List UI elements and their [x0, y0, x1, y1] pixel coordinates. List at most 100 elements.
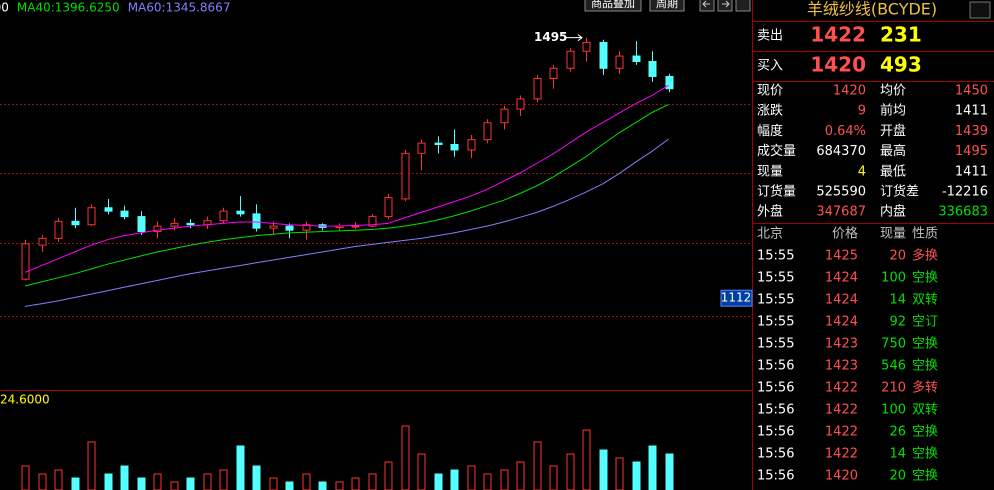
- stat-value: 684370: [816, 144, 866, 159]
- stat-value: 525590: [816, 185, 866, 200]
- trade-type: 空换: [912, 359, 938, 374]
- overlay-button[interactable]: [584, 0, 642, 12]
- volume-bar: [203, 473, 212, 490]
- volume-bar: [54, 469, 63, 490]
- sell-volume: 231: [880, 23, 922, 47]
- period-button[interactable]: [649, 0, 685, 12]
- trade-volume: 14: [889, 293, 906, 308]
- volume-bar: [615, 457, 624, 490]
- trade-type: 空换: [912, 447, 938, 462]
- trade-price: 1422: [825, 425, 858, 440]
- candle-body: [599, 41, 608, 69]
- prev-icon: [702, 0, 710, 8]
- trade-time: 15:55: [757, 293, 794, 308]
- stat-value: 4: [858, 164, 866, 179]
- stat-label: 现量: [757, 164, 783, 179]
- volume-bar: [401, 425, 410, 490]
- candle-body: [665, 75, 674, 90]
- stat-value: 1439: [955, 124, 988, 139]
- menu-button[interactable]: [735, 0, 751, 12]
- buy-label: 买入: [757, 59, 783, 74]
- trade-type: 空换: [912, 337, 938, 352]
- sell-price: 1422: [810, 23, 866, 47]
- candle-body: [54, 220, 63, 239]
- volume-bar: [137, 477, 146, 490]
- trade-volume: 92: [889, 315, 906, 330]
- trade-time: 15:56: [757, 359, 794, 374]
- stat-value: 1495: [955, 144, 988, 159]
- trades-header: 价格: [832, 226, 858, 242]
- candle-body: [549, 67, 558, 79]
- stat-label: 最高: [880, 143, 906, 159]
- trades-header: 性质: [912, 227, 938, 242]
- high-arrow: [566, 34, 583, 42]
- trade-volume: 20: [889, 249, 906, 264]
- volume-bar: [632, 461, 641, 490]
- trade-time: 15:55: [757, 337, 794, 352]
- candle-body: [516, 98, 525, 110]
- stat-value: 336683: [938, 205, 988, 220]
- candle-body: [38, 237, 47, 246]
- candle-body: [219, 210, 228, 222]
- candle-body: [269, 225, 278, 229]
- sell-label: 卖出: [757, 29, 783, 44]
- volume-bar: [120, 465, 129, 490]
- stat-label: 外盘: [757, 204, 783, 220]
- stat-value: 1411: [955, 164, 988, 179]
- volume-bar: [648, 445, 657, 490]
- candle-body: [533, 77, 542, 100]
- stat-value: 347687: [816, 205, 866, 220]
- stat-label: 内盘: [880, 204, 906, 220]
- volume-bar: [335, 481, 344, 490]
- volume-bar: [38, 473, 47, 490]
- volume-bar: [21, 465, 30, 490]
- trade-volume: 210: [881, 381, 906, 396]
- stat-value: -12216: [942, 185, 988, 200]
- stat-label: 幅度: [757, 123, 783, 139]
- volume-bar: [599, 449, 608, 490]
- period-label[interactable]: 周期: [656, 0, 678, 10]
- trade-volume: 100: [881, 403, 906, 418]
- window-button[interactable]: [969, 1, 991, 19]
- prev-button[interactable]: [699, 0, 715, 12]
- ma-line: [24, 84, 669, 273]
- volume-bar: [153, 473, 162, 490]
- axis-label-box: [720, 289, 753, 307]
- volume-bar: [170, 481, 179, 490]
- trade-time: 15:56: [757, 469, 794, 484]
- volume-bar: [467, 465, 476, 490]
- stat-value: 1450: [955, 84, 988, 99]
- volume-bar: [434, 473, 443, 490]
- candle-body: [483, 122, 492, 141]
- volume-bar: [87, 441, 96, 490]
- trade-time: 15:56: [757, 403, 794, 418]
- candle-body: [615, 55, 624, 69]
- trade-time: 15:56: [757, 425, 794, 440]
- trade-time: 15:55: [757, 315, 794, 330]
- trade-type: 多换: [912, 248, 938, 264]
- candle-body: [401, 152, 410, 200]
- stat-label: 现价: [757, 84, 783, 99]
- next-button[interactable]: [717, 0, 733, 12]
- volume-bar: [533, 441, 542, 490]
- volume-bar: [368, 473, 377, 490]
- buy-volume: 493: [880, 53, 922, 77]
- stat-label: 涨跌: [757, 103, 783, 119]
- candle-body: [186, 222, 195, 226]
- trade-volume: 546: [881, 359, 906, 374]
- volume-bar: [483, 473, 492, 490]
- volume-bar: [302, 473, 311, 490]
- candle-body: [500, 108, 509, 124]
- overlay-label[interactable]: 商品叠加: [591, 0, 635, 10]
- trade-time: 15:56: [757, 381, 794, 396]
- stat-value: 9: [858, 104, 866, 119]
- volume-bar: [104, 473, 113, 490]
- candle-body: [87, 207, 96, 226]
- candle-body: [137, 216, 146, 233]
- volume-bar: [500, 469, 509, 490]
- trade-volume: 26: [889, 425, 906, 440]
- candle-body: [417, 142, 426, 154]
- trade-type: 空订: [912, 315, 938, 330]
- candle-body: [120, 210, 129, 218]
